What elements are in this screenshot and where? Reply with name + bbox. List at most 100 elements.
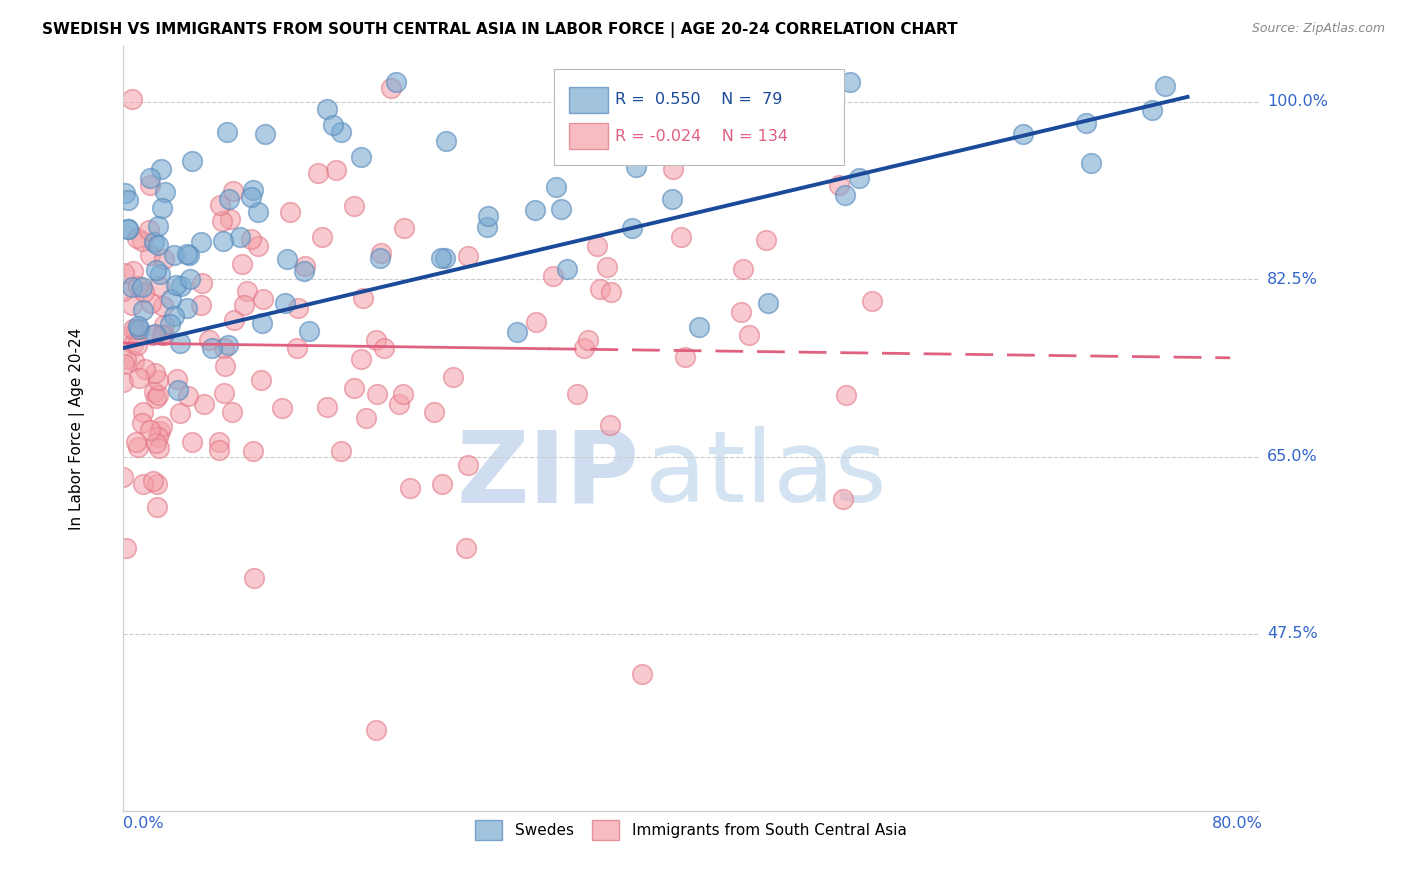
Point (181, 435, 204, 450)
Point (148, 219, 170, 233)
Point (292, 264, 315, 278)
Point (121, 280, 143, 294)
Point (145, 477, 167, 491)
Point (661, 193, 683, 207)
Point (454, 541, 477, 555)
Point (398, 481, 420, 495)
Point (117, 222, 139, 236)
Point (125, 435, 148, 450)
Point (128, 322, 150, 336)
Point (114, 186, 136, 200)
Point (311, 230, 333, 244)
Point (477, 220, 499, 235)
Point (343, 199, 366, 213)
Text: 82.5%: 82.5% (1267, 272, 1317, 286)
Point (143, 366, 166, 380)
Point (166, 372, 188, 386)
Point (315, 400, 337, 414)
Point (146, 430, 169, 444)
Point (242, 444, 264, 458)
Point (176, 246, 198, 260)
Point (755, 233, 778, 247)
Text: R = -0.024    N = 134: R = -0.024 N = 134 (614, 129, 787, 144)
Point (146, 500, 169, 515)
Point (134, 285, 156, 299)
Point (368, 251, 391, 265)
Text: R =  0.550    N =  79: R = 0.550 N = 79 (614, 92, 782, 107)
Point (370, 246, 392, 260)
Point (148, 238, 170, 252)
Point (114, 541, 136, 556)
Text: SWEDISH VS IMMIGRANTS FROM SOUTH CENTRAL ASIA IN LABOR FORCE | AGE 20-24 CORRELA: SWEDISH VS IMMIGRANTS FROM SOUTH CENTRAL… (42, 22, 957, 38)
Point (212, 341, 235, 355)
Point (153, 328, 176, 343)
Point (152, 299, 174, 313)
Point (218, 192, 240, 206)
Point (179, 272, 201, 286)
Point (169, 335, 191, 350)
Point (150, 328, 173, 343)
Point (441, 369, 464, 384)
Point (430, 477, 453, 491)
Point (143, 326, 166, 341)
Point (150, 161, 173, 176)
Point (287, 341, 309, 355)
Point (322, 118, 344, 132)
Point (330, 125, 353, 139)
Point (343, 381, 366, 395)
Point (112, 284, 135, 298)
Point (181, 154, 204, 169)
Point (127, 279, 149, 293)
FancyBboxPatch shape (569, 123, 607, 150)
Point (197, 333, 219, 347)
Point (142, 235, 165, 249)
Point (191, 276, 214, 290)
Point (433, 251, 456, 265)
Point (193, 397, 215, 411)
Point (127, 318, 149, 333)
Point (523, 202, 546, 217)
Point (211, 214, 233, 228)
Point (572, 341, 595, 355)
Point (122, 264, 145, 278)
Point (122, 321, 145, 335)
Text: 80.0%: 80.0% (1212, 816, 1263, 831)
Point (177, 389, 200, 403)
Point (274, 295, 297, 310)
Point (132, 302, 155, 317)
Point (862, 293, 884, 308)
Point (835, 387, 858, 401)
Point (224, 312, 246, 326)
Point (287, 301, 309, 316)
Text: ZIP: ZIP (457, 426, 640, 523)
FancyBboxPatch shape (569, 87, 607, 112)
Point (209, 198, 232, 212)
Point (688, 319, 710, 334)
Point (1076, 115, 1098, 129)
Point (122, 354, 145, 368)
Point (366, 723, 388, 738)
Point (111, 375, 134, 389)
Point (745, 137, 768, 152)
Point (827, 178, 849, 192)
Point (600, 285, 623, 300)
Point (1080, 156, 1102, 170)
Point (134, 361, 156, 376)
Point (150, 202, 173, 216)
Point (138, 223, 160, 237)
Point (730, 304, 752, 318)
Point (832, 492, 855, 507)
Point (354, 410, 377, 425)
Point (671, 230, 693, 244)
FancyBboxPatch shape (554, 70, 844, 165)
Point (150, 419, 173, 434)
Point (167, 383, 190, 397)
Point (624, 161, 647, 175)
Point (596, 260, 619, 275)
Point (121, 92, 143, 106)
Point (114, 329, 136, 343)
Point (138, 248, 160, 262)
Point (117, 194, 139, 208)
Text: In Labor Force | Age 20-24: In Labor Force | Age 20-24 (69, 327, 86, 530)
Point (294, 259, 316, 273)
